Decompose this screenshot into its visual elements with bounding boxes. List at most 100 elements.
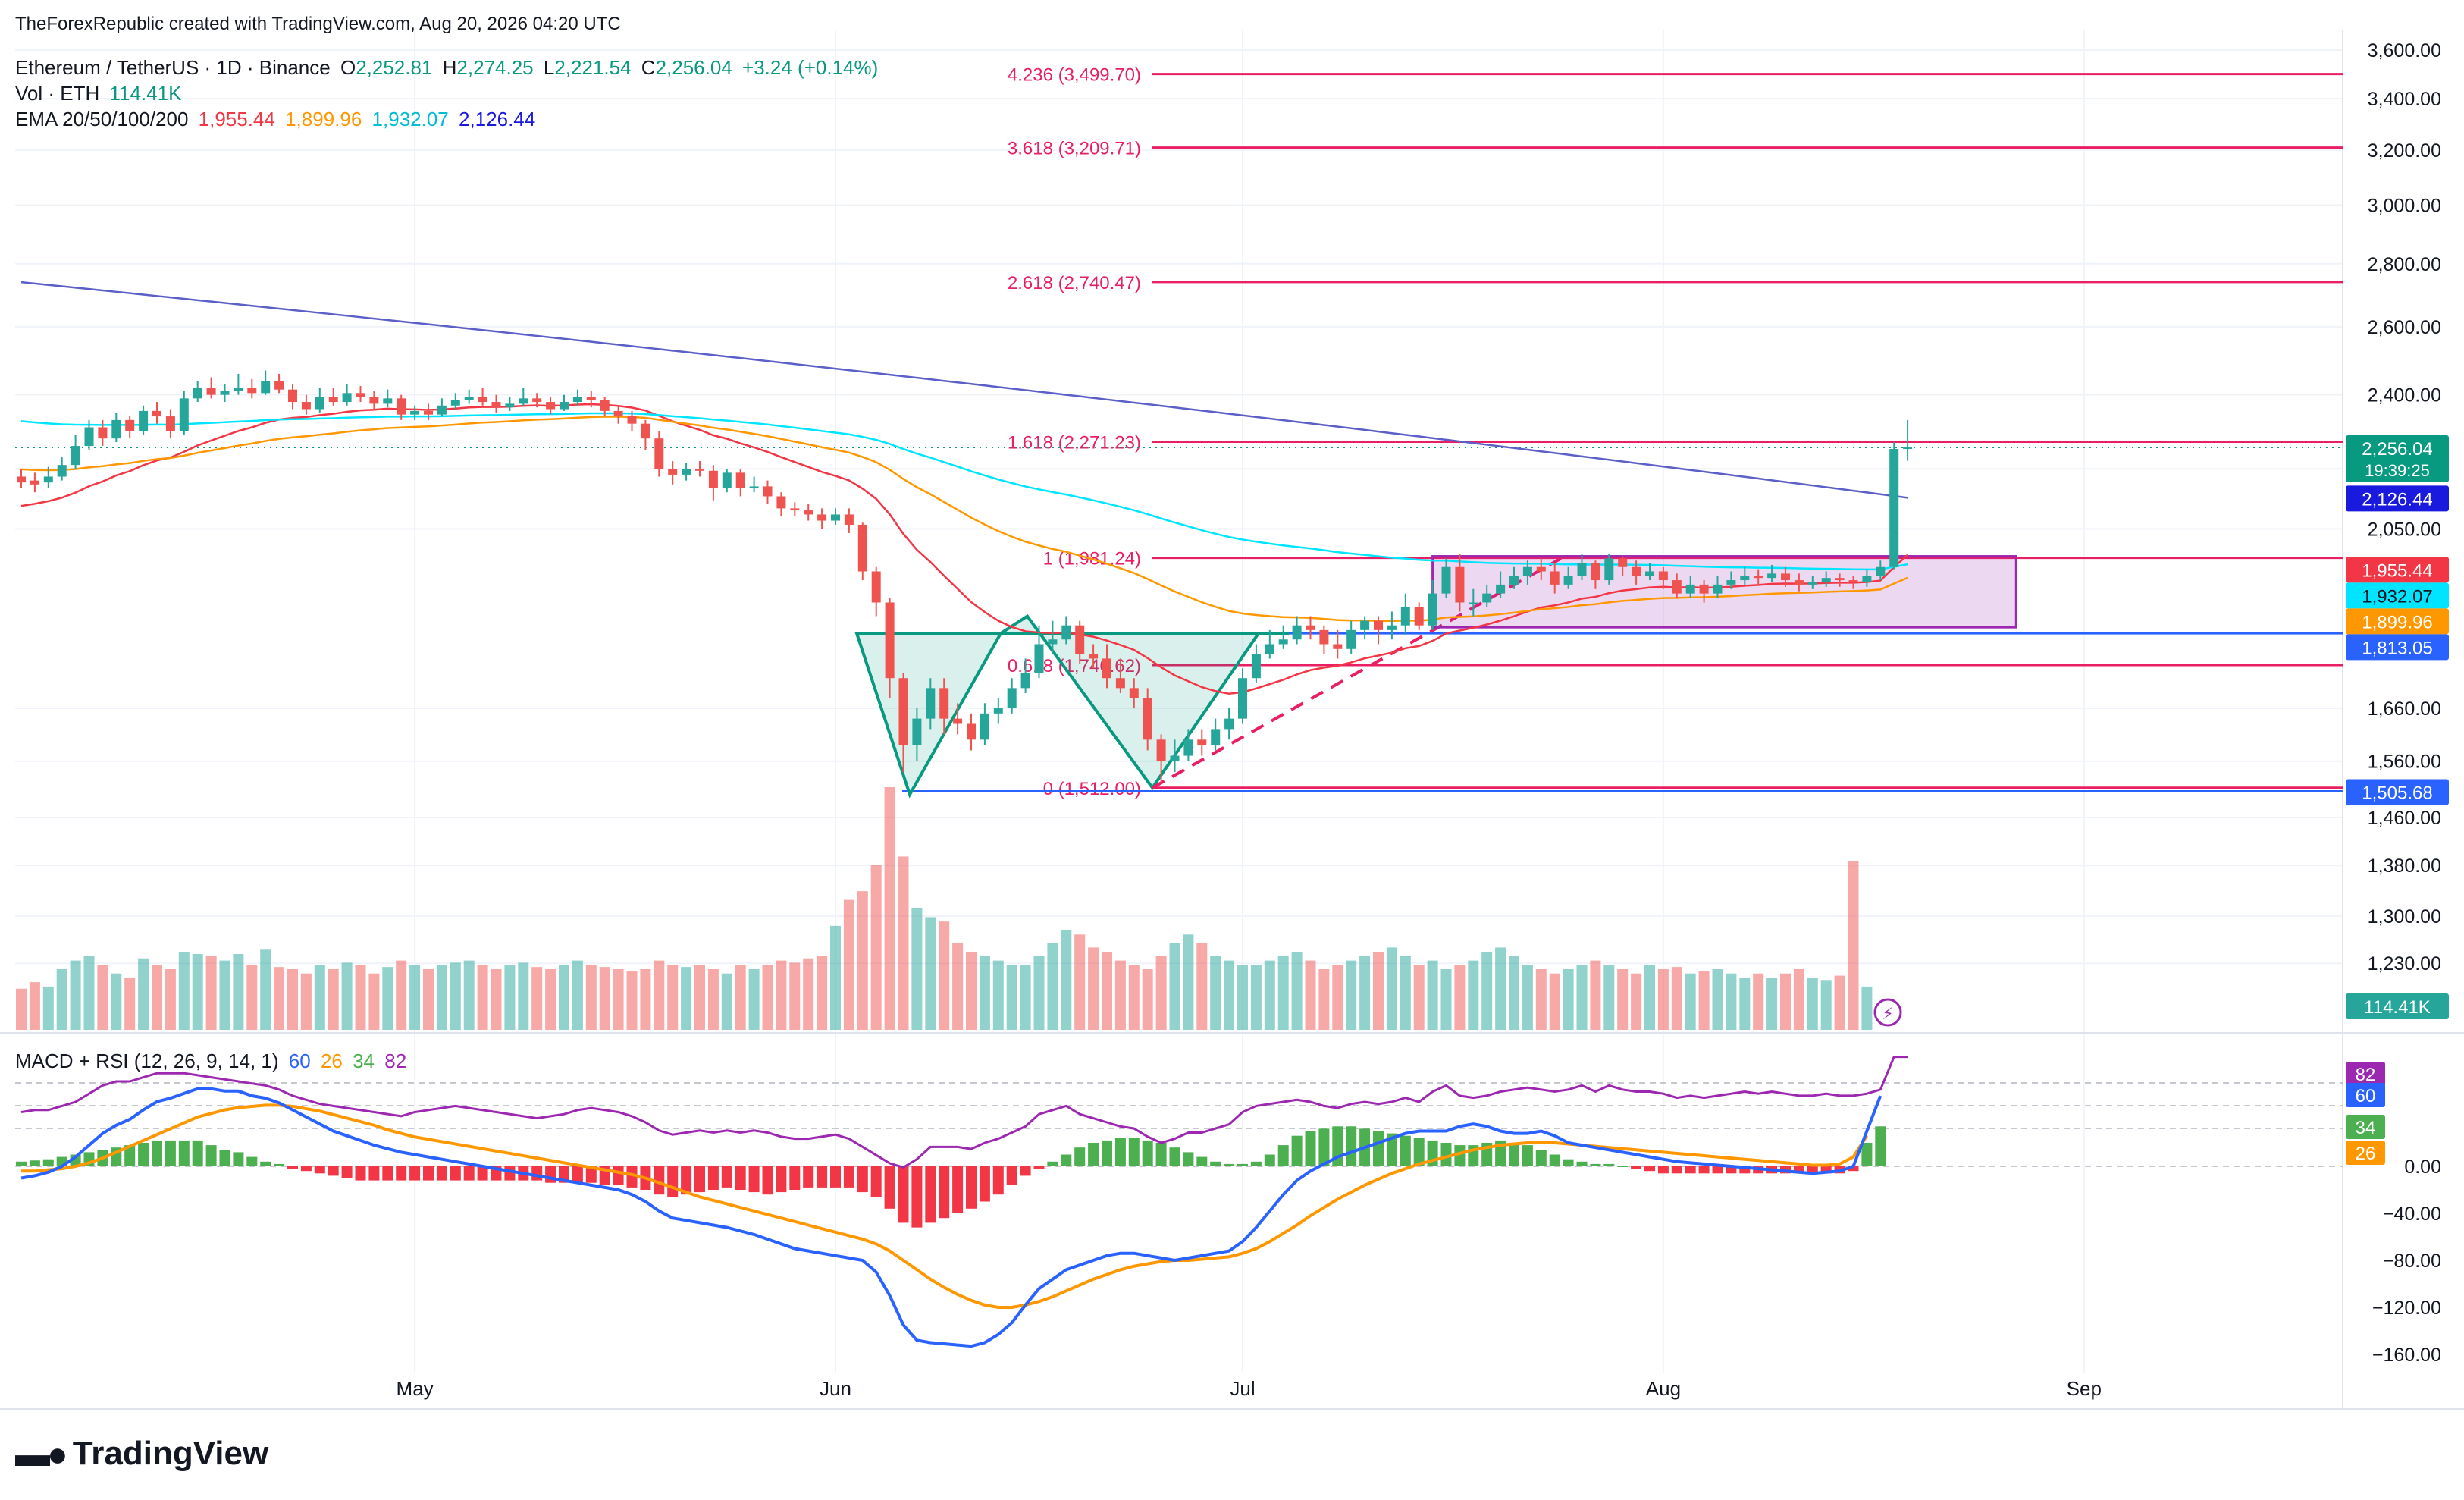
ema200-value: 2,126.44 [459, 108, 536, 130]
tradingview-logo[interactable]: ▬● TradingView [15, 1433, 268, 1474]
macd-hist-bar-85 [1169, 1147, 1180, 1166]
indicator-label: MACD + RSI (12, 26, 9, 14, 1) [15, 1050, 279, 1072]
candle-body-131 [1794, 580, 1804, 585]
volume-bar-122 [1671, 967, 1682, 1030]
volume-bar-133 [1820, 980, 1832, 1030]
macd-hist-bar-126 [1726, 1166, 1737, 1174]
volume-label: Vol · ETH [15, 82, 100, 105]
volume-bar-134 [1834, 975, 1845, 1030]
candle-body-43 [600, 400, 610, 411]
candle-body-134 [1835, 578, 1845, 581]
volume-bar-47 [654, 960, 665, 1030]
macd-hist-bar-106 [1454, 1145, 1466, 1166]
candle-body-20 [288, 389, 297, 403]
candle-body-107 [1469, 602, 1478, 604]
candle-body-57 [790, 508, 800, 511]
macd-hist-bar-64 [884, 1166, 895, 1209]
macd-hist-bar-47 [654, 1166, 665, 1195]
macd-hist-bar-56 [776, 1166, 787, 1193]
candle-body-46 [641, 423, 650, 439]
macd-hist-bar-82 [1128, 1138, 1140, 1166]
candle-body-72 [993, 708, 1003, 714]
candle-body-109 [1496, 584, 1506, 594]
macd-hist-bar-81 [1114, 1138, 1126, 1166]
macd-hist-bar-66 [911, 1166, 923, 1228]
macd-hist-bar-132 [1807, 1166, 1818, 1174]
candle-body-59 [817, 514, 827, 521]
candle-body-49 [682, 469, 691, 475]
volume-bar-97 [1332, 965, 1343, 1030]
macd-hist-bar-89 [1224, 1163, 1235, 1166]
macd-hist-bar-117 [1603, 1163, 1615, 1166]
macd-hist-bar-68 [939, 1166, 950, 1219]
candle-body-30 [424, 410, 433, 415]
candle-body-128 [1754, 576, 1763, 579]
macd-hist-bar-22 [314, 1166, 325, 1174]
candle-body-36 [505, 403, 515, 408]
macd-hist-bar-59 [817, 1166, 828, 1188]
macd-hist-bar-74 [1020, 1166, 1031, 1176]
macd-hist-bar-135 [1848, 1166, 1859, 1172]
macd-hist-bar-60 [830, 1166, 841, 1188]
candle-body-124 [1699, 584, 1709, 594]
ema-header: EMA 20/50/100/200 1,955.44 1,899.96 1,93… [15, 108, 540, 131]
candle-body-56 [776, 496, 786, 509]
signal-line [21, 1103, 1869, 1309]
volume-bar-4 [70, 960, 81, 1030]
macd-hist-bar-8 [124, 1145, 136, 1166]
volume-bar-40 [559, 965, 569, 1030]
volume-bar-29 [409, 965, 421, 1030]
candle-body-97 [1333, 644, 1343, 649]
candle-body-78 [1075, 625, 1085, 654]
volume-bar-131 [1793, 969, 1804, 1030]
volume-bars [16, 787, 1873, 1030]
candle-body-125 [1713, 584, 1723, 594]
brand-name: TradingView [72, 1435, 269, 1472]
volume-bar-33 [463, 960, 475, 1030]
macd-hist-bar-88 [1210, 1161, 1221, 1166]
candle-body-32 [450, 400, 460, 406]
volume-bar-71 [979, 956, 990, 1030]
macd-hist-bar-31 [436, 1166, 447, 1181]
price-badge-bg-4 [2346, 608, 2449, 635]
candle-body-123 [1685, 584, 1695, 594]
macd-hist-bar-80 [1102, 1140, 1112, 1166]
volume-bar-112 [1535, 969, 1547, 1030]
lightning-icon[interactable] [1873, 998, 1902, 1027]
volume-bar-61 [843, 899, 854, 1030]
macd-hist-bar-19 [274, 1163, 285, 1166]
macd-hist-bar-72 [992, 1166, 1004, 1195]
candle-body-139 [1903, 447, 1913, 450]
volume-bar-41 [572, 960, 583, 1030]
macd-hist-bar-84 [1155, 1143, 1167, 1166]
candle-body-113 [1550, 571, 1560, 585]
macd-hist-bar-0 [16, 1161, 27, 1166]
price-tick-12: 1,380.00 [2368, 855, 2441, 877]
volume-bar-119 [1631, 973, 1642, 1030]
time-label-sep: Sep [2067, 1377, 2102, 1400]
macd-line [20, 1087, 1882, 1348]
candle-body-103 [1414, 607, 1424, 626]
close-value: 2,256.04 [655, 56, 732, 79]
trendline-dashed [1152, 557, 1563, 789]
volume-bar-86 [1183, 934, 1194, 1030]
volume-bar-64 [884, 787, 895, 1030]
candle-body-18 [261, 381, 271, 394]
volume-bar-76 [1047, 943, 1058, 1030]
price-badge-bg-6 [2346, 779, 2449, 805]
tradingview-logo-icon: ▬● [15, 1434, 68, 1473]
price-badge-0: 2,256.04 [2362, 439, 2432, 460]
candle-body-101 [1387, 625, 1397, 630]
candle-body-92 [1265, 644, 1274, 654]
volume-bar-116 [1590, 960, 1601, 1030]
candle-body-115 [1577, 563, 1587, 576]
volume-bar-19 [274, 967, 285, 1030]
candle-body-90 [1238, 678, 1247, 719]
candle-body-6 [98, 427, 108, 439]
indicator-header: MACD + RSI (12, 26, 9, 14, 1) 60 26 34 8… [15, 1050, 411, 1073]
volume-bar-108 [1481, 952, 1493, 1030]
volume-bar-136 [1861, 986, 1873, 1030]
candle-body-86 [1183, 739, 1193, 756]
volume-bar-35 [491, 969, 502, 1030]
